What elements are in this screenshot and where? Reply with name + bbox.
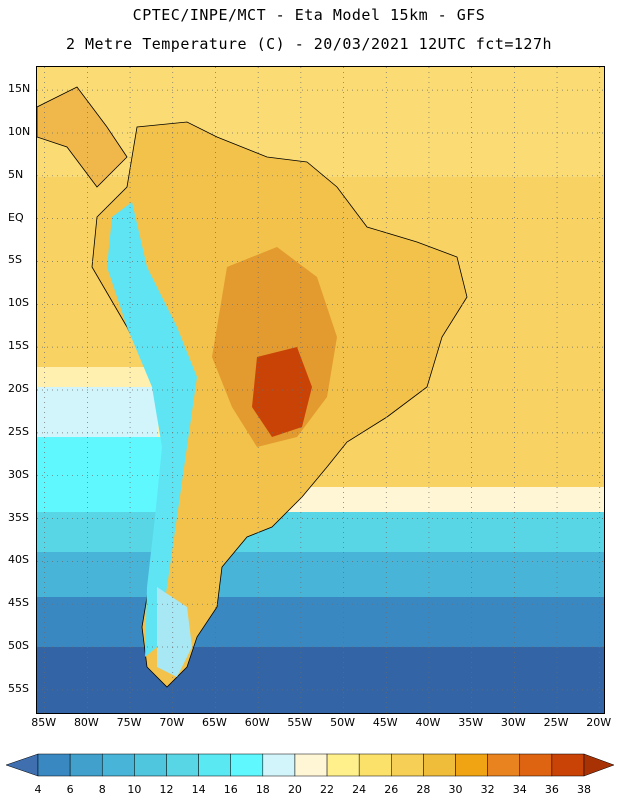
lon-label: 70W [159, 716, 185, 729]
colorbar-tick-label: 8 [98, 783, 106, 796]
colorbar-swatch [134, 753, 167, 777]
colorbar-arrow-left [5, 753, 39, 777]
patagonia [157, 587, 192, 677]
hottest-core [252, 347, 312, 437]
colorbar-swatch [519, 753, 553, 777]
andes-cold [107, 202, 197, 657]
lon-label: 35W [458, 716, 484, 729]
lat-label: 15N [8, 82, 31, 96]
colorbar-tick-label: 10 [127, 783, 142, 796]
lon-label: 30W [500, 716, 526, 729]
ocean-band-1 [37, 512, 604, 552]
lon-label: 50W [330, 716, 355, 729]
temperature-map [36, 66, 605, 714]
lat-label: 20S [8, 382, 29, 395]
colorbar-swatch [166, 753, 199, 777]
colorbar-tick-label: 20 [287, 783, 302, 796]
colorbar-tick-label: 34 [512, 783, 527, 796]
lon-label: 80W [73, 716, 99, 729]
lat-label: 45S [8, 596, 29, 610]
lon-label: 20W [586, 716, 612, 729]
colorbar-swatch [326, 753, 360, 777]
colorbar-tick-label: 24 [352, 783, 367, 796]
lon-label: 45W [372, 716, 398, 729]
colorbar-tick-label: 28 [416, 783, 431, 796]
colorbar-arrow-right [583, 753, 615, 777]
lat-label: EQ [8, 210, 24, 224]
colorbar-swatch [423, 753, 456, 777]
lat-label: 10S [8, 296, 29, 310]
lon-label: 65W [202, 716, 227, 729]
colorbar-tick-label: 30 [448, 783, 463, 796]
colorbar-swatch [69, 753, 103, 777]
colorbar-tick-label: 36 [544, 783, 559, 796]
ocean-band-4 [37, 647, 604, 713]
colorbar-swatch [101, 753, 135, 777]
colorbar-swatch [391, 753, 424, 777]
lon-label: 60W [244, 716, 270, 729]
lat-label: 30S [8, 467, 29, 481]
colorbar-tick-label: 38 [577, 783, 591, 796]
lat-label: 25S [8, 424, 29, 438]
colorbar-tick-label: 18 [255, 783, 270, 796]
colorbar-swatch [455, 753, 488, 777]
map-canvas [37, 67, 604, 713]
lat-label: 55S [8, 681, 29, 695]
lon-label: 40W [415, 716, 441, 729]
lat-label: 10N [8, 124, 31, 138]
colorbar [5, 753, 615, 777]
ocean-cyan-west [37, 437, 177, 517]
colorbar-tick-label: 4 [34, 783, 42, 796]
colorbar-tick-label: 14 [191, 783, 206, 796]
colorbar-tick-label: 32 [480, 783, 495, 796]
colorbar-tick-label: 16 [223, 783, 238, 796]
lat-label: 35S [8, 510, 29, 524]
colorbar-tick-label: 12 [159, 783, 174, 796]
lon-label: 85W [31, 716, 57, 729]
lat-label: 5N [8, 167, 24, 181]
colorbar-swatch [487, 753, 521, 777]
colorbar-swatch [262, 753, 296, 777]
colorbar-tick-label: 26 [384, 783, 399, 796]
colorbar-tick-label: 6 [66, 783, 74, 796]
title-line-2: 2 Metre Temperature (C) - 20/03/2021 12U… [65, 35, 553, 53]
lat-label: 15S [8, 339, 29, 353]
colorbar-swatch [358, 753, 392, 777]
colorbar-swatch [551, 753, 585, 777]
lon-label: 25W [543, 716, 569, 729]
colorbar-swatch [230, 753, 264, 777]
colorbar-swatch [294, 753, 328, 777]
lon-label: 55W [287, 716, 313, 729]
lat-label: 5S [8, 253, 22, 267]
colorbar-swatch [37, 753, 71, 777]
lat-label: 40S [8, 553, 29, 567]
lon-label: 75W [116, 716, 142, 729]
ocean-band-3 [37, 597, 604, 647]
colorbar-tick-label: 22 [320, 783, 335, 796]
title-line-1: CPTEC/INPE/MCT - Eta Model 15km - GFS [132, 6, 486, 24]
lat-label: 50S [8, 639, 29, 653]
ocean-band-2 [37, 552, 604, 597]
central-america [37, 86, 128, 188]
colorbar-swatch [198, 753, 231, 777]
